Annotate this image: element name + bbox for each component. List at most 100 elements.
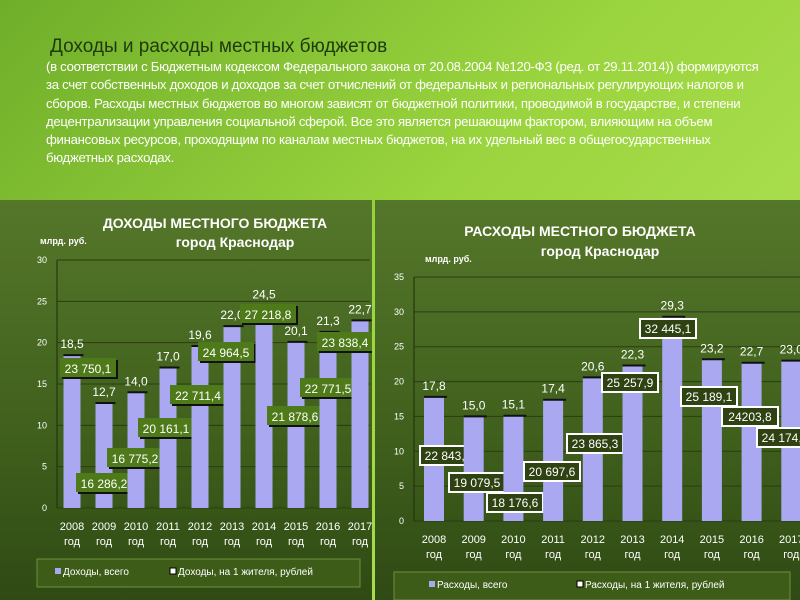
legend-swatch: [55, 568, 61, 574]
x-tick-label: год: [505, 549, 522, 561]
per-capita-label-box: [486, 492, 544, 513]
legend: [36, 558, 361, 588]
x-tick-label: 2011: [541, 534, 565, 546]
x-tick-label: 2010: [124, 521, 148, 533]
bar: [223, 326, 241, 508]
x-tick-label: год: [545, 549, 562, 561]
x-tick-label: 2017: [779, 534, 800, 546]
bar-value-label: 20,1: [284, 324, 308, 338]
per-capita-label-box: [601, 372, 659, 393]
x-tick-label: год: [64, 536, 81, 548]
bar-value-label: 12,7: [92, 385, 116, 399]
bar-value-label: 22,0: [220, 308, 244, 322]
per-capita-label-box: [317, 332, 372, 351]
per-capita-label-box: [300, 378, 356, 397]
bar-value-label: 17,8: [422, 379, 446, 393]
bar-value-label: 23,2: [700, 341, 724, 355]
x-tick-label: 2016: [316, 521, 340, 533]
x-tick-label: 2013: [220, 521, 244, 533]
per-capita-label: 32 445,1: [645, 322, 692, 336]
bar-value-label: 22,7: [348, 302, 372, 316]
per-capita-label-box: [267, 406, 323, 425]
per-capita-label: 24 174,1: [762, 431, 800, 445]
bar-value-label: 29,3: [661, 299, 685, 313]
x-tick-label: год: [256, 536, 273, 548]
per-capita-label-box: [138, 418, 194, 437]
x-tick-label: год: [128, 536, 145, 548]
bar: [701, 359, 722, 521]
x-tick-label: год: [224, 536, 241, 548]
per-capita-label-box: [680, 386, 738, 407]
bar-value-label: 20,6: [581, 359, 605, 373]
per-capita-label-box: [107, 448, 163, 467]
x-tick-label: 2014: [252, 521, 276, 533]
x-tick-label: год: [288, 536, 305, 548]
y-tick-label: 10: [37, 420, 47, 430]
y-tick-label: 10: [394, 446, 404, 456]
per-capita-label-box: [639, 318, 697, 339]
bar: [191, 345, 209, 508]
x-tick-label: год: [783, 549, 800, 561]
expense-chart: РАСХОДЫ МЕСТНОГО БЮДЖЕТА город Краснодар м…: [393, 223, 800, 600]
y-axis-unit: млрд. руб.: [425, 254, 472, 264]
per-capita-label: 16 286,2: [81, 477, 128, 491]
x-tick-label: 2009: [461, 534, 485, 546]
bar-value-label: 21,3: [316, 314, 340, 328]
per-capita-label: 22 843,8: [425, 449, 472, 463]
legend: [393, 571, 791, 600]
per-capita-label: 27 218,8: [245, 308, 292, 322]
bar-value-label: 18,5: [60, 337, 84, 351]
slide-title: Доходы и расходы местных бюджетов: [50, 36, 388, 57]
y-tick-label: 20: [394, 377, 404, 387]
per-capita-label-box: [198, 342, 254, 361]
y-tick-label: 25: [37, 296, 47, 306]
per-capita-label: 25 189,1: [686, 390, 733, 404]
per-capita-label: 23 838,4: [322, 336, 369, 350]
legend-label: Доходы, на 1 жителя, рублей: [178, 566, 313, 578]
legend-swatch: [576, 580, 584, 588]
x-tick-label: год: [466, 549, 483, 561]
x-tick-label: 2013: [620, 534, 644, 546]
x-tick-label: 2017: [348, 521, 372, 533]
x-tick-label: 2014: [660, 534, 684, 546]
per-capita-label-box: [170, 385, 226, 404]
y-tick-label: 20: [37, 338, 47, 348]
chart-title: ДОХОДЫ МЕСТНОГО БЮДЖЕТА: [103, 215, 327, 231]
per-capita-label: 21 878,6: [272, 410, 319, 424]
per-capita-label-box: [721, 406, 779, 427]
legend-swatch: [169, 567, 177, 575]
y-axis-unit: млрд. руб.: [40, 236, 87, 246]
legend-label: Расходы, на 1 жителя, рублей: [585, 579, 725, 591]
per-capita-label: 25 257,9: [607, 376, 654, 390]
per-capita-label: 22 711,4: [175, 389, 221, 403]
bar: [255, 305, 273, 508]
bar-value-label: 22,3: [621, 348, 645, 362]
x-tick-label: 2012: [581, 534, 605, 546]
per-capita-label-box: [240, 304, 296, 323]
y-tick-label: 5: [42, 462, 47, 472]
slide-description: (в соответствии с Бюджетным кодексом Фед…: [46, 59, 759, 166]
per-capita-label: 20 697,6: [529, 465, 576, 479]
bar-value-label: 14,0: [124, 374, 148, 388]
y-tick-label: 25: [394, 342, 404, 352]
x-tick-label: год: [96, 536, 113, 548]
bar-value-label: 17,4: [541, 382, 565, 396]
per-capita-label: 16 775,2: [112, 452, 159, 466]
per-capita-label: 20 161,1: [143, 422, 190, 436]
bar: [662, 316, 683, 521]
chart-title: РАСХОДЫ МЕСТНОГО БЮДЖЕТА: [464, 223, 695, 239]
legend-label: Доходы, всего: [63, 567, 129, 578]
per-capita-label: 23 865,3: [572, 437, 619, 451]
per-capita-label: 24 964,5: [203, 346, 250, 360]
expense-chart-panel: РАСХОДЫ МЕСТНОГО БЮДЖЕТА город Краснодар м…: [375, 200, 800, 600]
x-tick-label: 2008: [60, 521, 84, 533]
y-tick-label: 35: [394, 272, 404, 282]
x-tick-label: год: [192, 536, 209, 548]
per-capita-label: 19 079,5: [454, 476, 501, 490]
x-tick-label: 2016: [739, 534, 763, 546]
per-capita-label: 18 176,6: [492, 496, 539, 510]
x-tick-label: 2009: [92, 521, 116, 533]
per-capita-label-box: [76, 473, 132, 492]
bar: [351, 320, 369, 508]
x-tick-label: год: [160, 536, 177, 548]
